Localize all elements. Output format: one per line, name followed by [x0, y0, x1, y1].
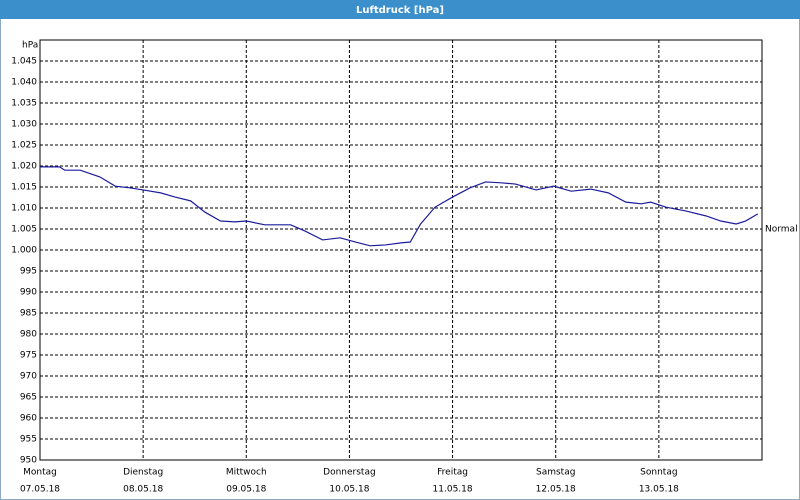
x-tick-label: 09.05.18	[226, 485, 266, 495]
x-weekday-label: Sonntag	[640, 468, 677, 478]
chart-title: Luftdruck [hPa]	[356, 5, 444, 16]
y-tick-label: 965	[20, 393, 37, 403]
y-tick-label: 1.015	[11, 183, 37, 193]
annotation: Normal	[765, 225, 798, 235]
y-tick-label: 1.020	[11, 162, 37, 172]
x-weekday-label: Freitag	[437, 468, 468, 478]
x-weekday-label: Donnerstag	[323, 468, 376, 478]
y-tick-label: 1.035	[11, 99, 37, 109]
y-tick-label: 975	[20, 351, 37, 361]
y-tick-label: 1.030	[11, 120, 37, 130]
y-tick-label: 990	[20, 288, 37, 298]
x-weekday-label: Dienstag	[123, 468, 163, 478]
y-tick-label: 1.000	[11, 246, 37, 256]
y-tick-label: 1.040	[11, 78, 37, 88]
y-tick-label: 1.025	[11, 141, 37, 151]
x-tick-label: 13.05.18	[639, 485, 679, 495]
x-tick-label: 12.05.18	[536, 485, 576, 495]
y-unit: hPa	[22, 41, 38, 51]
y-tick-label: 1.045	[11, 57, 37, 67]
y-tick-label: 995	[20, 267, 37, 277]
x-tick-label: 11.05.18	[433, 485, 473, 495]
x-weekday-label: Mittwoch	[226, 468, 267, 478]
y-tick-label: 985	[20, 309, 37, 319]
y-tick-label: 960	[20, 414, 37, 424]
x-tick-label: 10.05.18	[329, 485, 369, 495]
y-tick-label: 950	[20, 456, 37, 466]
x-tick-label: 07.05.18	[20, 485, 60, 495]
data-line	[40, 166, 759, 247]
x-tick-label: 08.05.18	[123, 485, 163, 495]
x-weekday-label: Montag	[23, 468, 57, 478]
y-tick-label: 1.005	[11, 225, 37, 235]
y-tick-label: 970	[20, 372, 37, 382]
y-tick-label: 1.010	[11, 204, 37, 214]
x-weekday-label: Samstag	[536, 468, 575, 478]
title-bar	[0, 0, 800, 19]
y-tick-label: 955	[20, 435, 37, 445]
y-tick-label: 980	[20, 330, 37, 340]
